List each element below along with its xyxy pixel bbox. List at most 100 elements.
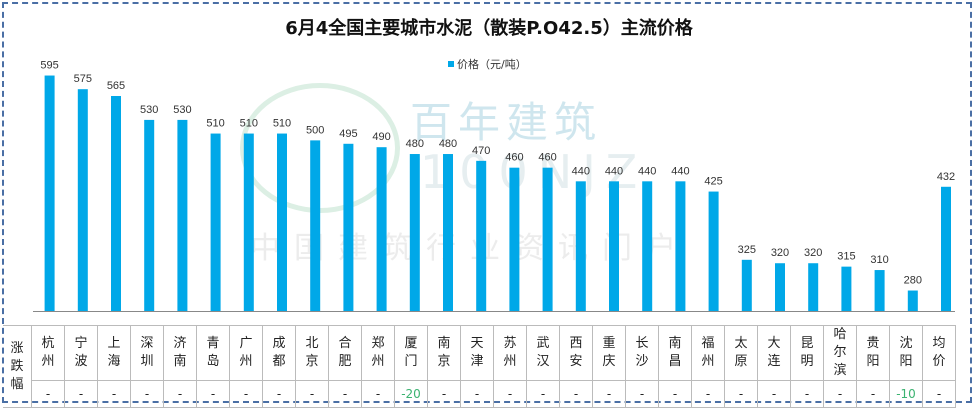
bar-南昌: [675, 181, 686, 311]
bar-广州: [243, 133, 254, 311]
bar-宁波: [77, 89, 88, 311]
change-cell: -: [97, 380, 131, 408]
data-label: 495: [339, 128, 357, 140]
change-cell: -: [823, 380, 857, 408]
bar-贵阳: [874, 270, 885, 311]
data-label: 310: [870, 254, 888, 266]
data-label: 460: [538, 152, 556, 164]
city-cell: 贵阳: [856, 325, 890, 381]
change-cell: -: [31, 380, 65, 408]
change-cell: -: [361, 380, 395, 408]
data-label: 440: [671, 165, 689, 177]
change-cell: -: [262, 380, 296, 408]
change-cell: -: [658, 380, 692, 408]
bar-济南: [177, 119, 188, 312]
bar-青岛: [210, 133, 221, 311]
city-cell: 长沙: [625, 325, 659, 381]
bar-武汉: [542, 167, 553, 311]
bar-哈尔滨: [841, 266, 852, 311]
city-cell: 重庆: [592, 325, 626, 381]
data-label: 510: [240, 118, 258, 130]
data-label: 575: [74, 73, 92, 85]
bar-郑州: [376, 147, 387, 311]
city-cell: 上海: [97, 325, 131, 381]
city-cell: 深圳: [130, 325, 164, 381]
row-header: 涨跌幅: [3, 325, 32, 408]
data-label: 432: [937, 171, 955, 183]
change-cell: -: [328, 380, 362, 408]
data-label: 320: [771, 247, 789, 259]
city-cell: 合肥: [328, 325, 362, 381]
city-cell: 北京: [295, 325, 329, 381]
change-cell: -20: [394, 380, 428, 408]
bar-昆明: [808, 263, 819, 311]
change-cell: -: [724, 380, 758, 408]
change-table: 涨跌幅杭州宁波上海深圳济南青岛广州成都北京合肥郑州厦门南京天津苏州武汉西安重庆长…: [3, 325, 956, 408]
bar-北京: [310, 140, 321, 311]
bar-深圳: [144, 119, 155, 312]
city-cell: 哈尔滨: [823, 325, 857, 381]
change-cell: -: [592, 380, 626, 408]
data-label: 530: [140, 104, 158, 116]
change-cell: -10: [889, 380, 923, 408]
bar-太原: [741, 259, 752, 311]
bar-长沙: [642, 181, 653, 311]
change-cell: -: [559, 380, 593, 408]
change-cell: -: [196, 380, 230, 408]
bar-上海: [111, 96, 121, 311]
change-cell: -: [625, 380, 659, 408]
data-label: 470: [472, 145, 490, 157]
bar-成都: [277, 133, 287, 311]
bar-合肥: [343, 143, 354, 311]
bar-大连: [775, 263, 785, 311]
bar-杭州: [44, 75, 55, 311]
bar-苏州: [509, 167, 520, 311]
city-cell: 福州: [691, 325, 725, 381]
bar-重庆: [609, 181, 619, 311]
data-label: 565: [107, 80, 125, 92]
city-cell: 太原: [724, 325, 758, 381]
change-cell: -: [427, 380, 461, 408]
data-label: 595: [40, 60, 58, 72]
city-cell: 南京: [427, 325, 461, 381]
data-label: 480: [406, 138, 424, 150]
data-label: 440: [605, 165, 623, 177]
data-label: 440: [572, 165, 590, 177]
city-cell: 武汉: [526, 325, 560, 381]
data-label: 315: [837, 251, 855, 263]
change-cell: -: [295, 380, 329, 408]
data-label: 490: [372, 131, 390, 143]
city-cell: 均价: [922, 325, 956, 381]
city-cell: 大连: [757, 325, 791, 381]
data-label: 510: [273, 118, 291, 130]
change-cell: -: [493, 380, 527, 408]
change-cell: -: [856, 380, 890, 408]
data-label: 460: [505, 152, 523, 164]
legend-swatch: [448, 61, 454, 67]
data-label: 510: [206, 118, 224, 130]
change-cell: -: [922, 380, 956, 408]
data-label: 280: [904, 275, 922, 287]
city-cell: 杭州: [31, 325, 65, 381]
bar-均价: [941, 186, 951, 311]
change-cell: -: [64, 380, 98, 408]
bar-西安: [575, 181, 586, 311]
data-label: 425: [704, 176, 722, 188]
bar-厦门: [409, 154, 420, 311]
data-label: 530: [173, 104, 191, 116]
city-cell: 济南: [163, 325, 197, 381]
change-cell: -: [460, 380, 494, 408]
data-label: 320: [804, 247, 822, 259]
chart-title: 6月4全国主要城市水泥（散装P.O42.5）主流价格: [285, 18, 693, 39]
change-cell: -: [526, 380, 560, 408]
data-label: 325: [738, 244, 756, 256]
data-label: 480: [439, 138, 457, 150]
city-cell: 厦门: [394, 325, 428, 381]
change-cell: -: [790, 380, 824, 408]
data-label: 500: [306, 124, 324, 136]
city-cell: 宁波: [64, 325, 98, 381]
city-cell: 南昌: [658, 325, 692, 381]
city-cell: 青岛: [196, 325, 230, 381]
city-cell: 成都: [262, 325, 296, 381]
bar-福州: [708, 191, 719, 311]
